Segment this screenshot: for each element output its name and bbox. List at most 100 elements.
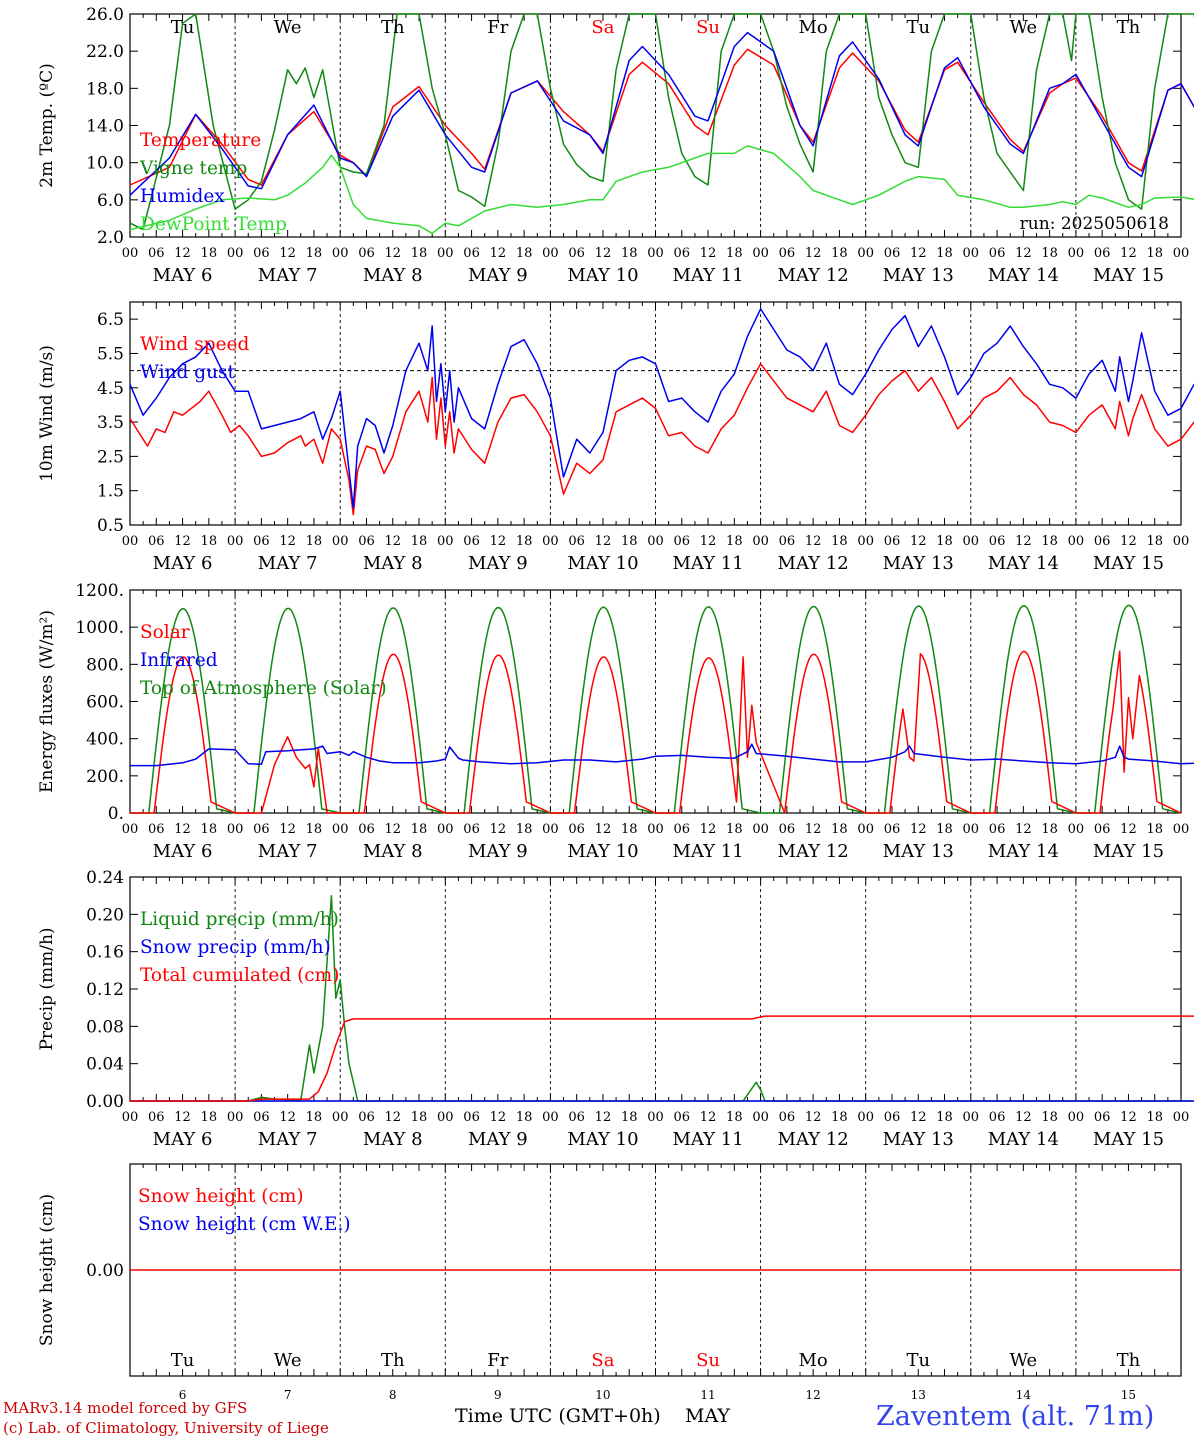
hour-tick-label: 12: [384, 822, 401, 837]
hour-tick-label: 06: [463, 1110, 480, 1125]
y-tick-label: 0.12: [86, 980, 124, 1000]
hour-tick-label: 06: [1094, 534, 1111, 549]
hour-tick-label: 06: [884, 246, 901, 261]
y-tick-label: 2.5: [97, 447, 124, 467]
date-label: MAY 10: [567, 841, 638, 862]
hour-tick-label: 00: [332, 1110, 349, 1125]
panel-frame-1: [129, 301, 1182, 526]
hour-tick-label: 12: [174, 534, 191, 549]
run-annotation: run: 2025050618: [1020, 214, 1169, 234]
hour-tick-label: 06: [884, 534, 901, 549]
legend-entry: Wind speed: [140, 334, 249, 355]
date-label: MAY 13: [883, 841, 954, 862]
hour-tick-label: 12: [174, 246, 191, 261]
hour-tick-label: 00: [332, 822, 349, 837]
day-number-label: 15: [1121, 1388, 1136, 1402]
date-label: MAY 12: [778, 1129, 849, 1150]
y-tick-label: 800.: [86, 655, 124, 675]
date-label: MAY 13: [883, 553, 954, 574]
y-axis-title-1: 10m Wind (m/s): [37, 345, 57, 482]
weekday-label: Th: [381, 17, 405, 38]
day-number-label: 12: [806, 1388, 821, 1402]
y-tick-label: 200.: [86, 767, 124, 787]
legend-entry: Humidex: [140, 186, 225, 207]
date-label: MAY 14: [988, 265, 1059, 286]
weekday-label: Tu: [171, 1350, 195, 1371]
day-number-label: 8: [389, 1388, 397, 1402]
hour-tick-label: 06: [674, 1110, 691, 1125]
hour-tick-label: 12: [1015, 534, 1032, 549]
hour-tick-label: 18: [726, 1110, 743, 1125]
hour-tick-label: 12: [1120, 822, 1137, 837]
hour-tick-label: 06: [884, 822, 901, 837]
y-tick-label: 0.00: [86, 1261, 124, 1281]
date-label: MAY 14: [988, 1129, 1059, 1150]
date-label: MAY 14: [988, 841, 1059, 862]
hour-tick-label: 18: [201, 534, 218, 549]
hour-tick-label: 12: [805, 1110, 822, 1125]
date-label: MAY 15: [1093, 841, 1164, 862]
date-label: MAY 15: [1093, 553, 1164, 574]
hour-tick-label: 06: [779, 534, 796, 549]
y-tick-label: 1000.: [75, 618, 124, 638]
y-tick-label: 4.5: [97, 379, 124, 399]
hour-tick-label: 18: [936, 246, 953, 261]
weekday-label: Tu: [171, 17, 195, 38]
hour-tick-label: 18: [831, 822, 848, 837]
day-number-label: 6: [179, 1388, 187, 1402]
copyright-credit: (c) Lab. of Climatology, University of L…: [3, 1419, 329, 1437]
legend-entry: Temperature: [140, 130, 261, 151]
hour-tick-label: 18: [201, 1110, 218, 1125]
hour-tick-label: 12: [1015, 822, 1032, 837]
date-label: MAY 6: [153, 553, 213, 574]
hour-tick-label: 18: [1041, 822, 1058, 837]
hour-tick-label: 00: [963, 534, 980, 549]
hour-tick-label: 00: [752, 1110, 769, 1125]
weekday-label: We: [274, 17, 302, 38]
hour-tick-label: 00: [542, 1110, 559, 1125]
y-tick-label: 26.0: [86, 5, 124, 25]
series-line-total-cumulated-cm-: [130, 1015, 1194, 1102]
date-label: MAY 11: [672, 1129, 743, 1150]
hour-tick-label: 18: [726, 246, 743, 261]
weekday-label: We: [1010, 1350, 1038, 1371]
hour-tick-label: 12: [910, 534, 927, 549]
hour-tick-label: 00: [332, 246, 349, 261]
hour-tick-label: 12: [700, 534, 717, 549]
day-number-label: 7: [284, 1388, 292, 1402]
hour-tick-label: 18: [1146, 534, 1163, 549]
hour-tick-label: 18: [411, 246, 428, 261]
date-label: MAY 15: [1093, 265, 1164, 286]
hour-tick-label: 12: [279, 822, 296, 837]
hour-tick-label: 18: [201, 822, 218, 837]
hour-tick-label: 06: [358, 246, 375, 261]
hour-tick-label: 00: [1173, 1110, 1190, 1125]
y-tick-label: 2.0: [97, 228, 124, 248]
hour-tick-label: 18: [516, 534, 533, 549]
weekday-label: Th: [1117, 1350, 1141, 1371]
hour-tick-label: 00: [122, 246, 139, 261]
weekday-label: We: [1010, 17, 1038, 38]
hour-tick-label: 12: [490, 534, 507, 549]
hour-tick-label: 06: [148, 246, 165, 261]
date-label: MAY 8: [363, 265, 423, 286]
date-label: MAY 9: [468, 265, 528, 286]
hour-tick-label: 18: [306, 534, 323, 549]
hour-tick-label: 18: [831, 534, 848, 549]
hour-tick-label: 00: [752, 246, 769, 261]
hour-tick-label: 12: [805, 822, 822, 837]
hour-tick-label: 18: [516, 822, 533, 837]
hour-tick-label: 06: [989, 822, 1006, 837]
y-tick-label: 400.: [86, 730, 124, 750]
hour-tick-label: 06: [989, 246, 1006, 261]
hour-tick-label: 06: [358, 534, 375, 549]
hour-tick-label: 06: [1094, 1110, 1111, 1125]
hour-tick-label: 12: [1015, 246, 1032, 261]
hour-tick-label: 06: [253, 822, 270, 837]
hour-tick-label: 18: [516, 246, 533, 261]
hour-tick-label: 00: [1173, 822, 1190, 837]
hour-tick-label: 00: [1068, 822, 1085, 837]
hour-tick-label: 06: [989, 1110, 1006, 1125]
date-label: MAY 6: [153, 1129, 213, 1150]
